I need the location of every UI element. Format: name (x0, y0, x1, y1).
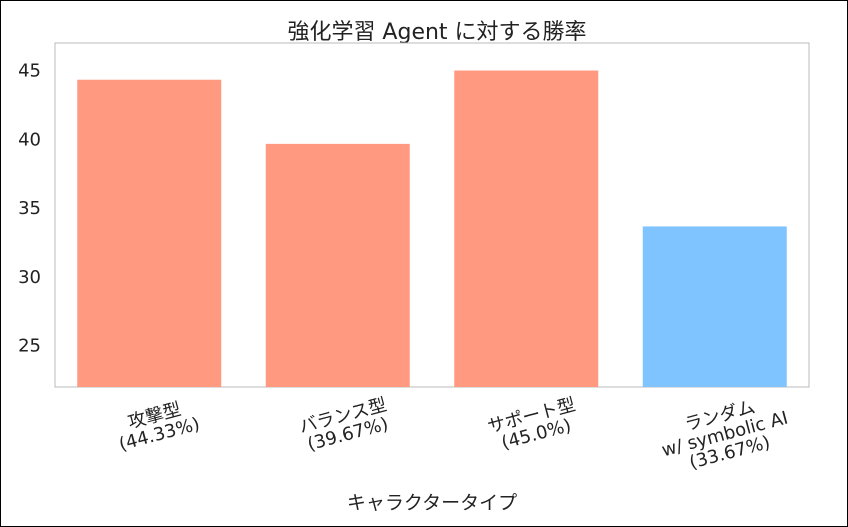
x-axis-label: キャラクタータイプ (347, 492, 517, 514)
y-axis-ticks: 25 30 35 40 45 (18, 61, 41, 357)
x-axis-ticks: 攻撃型(44.33%) バランス型(39.67%) サポート型(45.0%) ランダム… (117, 394, 791, 474)
y-tick-label: 45 (18, 61, 41, 82)
y-tick-label: 30 (18, 267, 41, 288)
y-tick-label: 35 (18, 198, 41, 219)
y-tick-label: 40 (18, 129, 41, 150)
bar (77, 79, 222, 387)
x-tick-label: 攻撃型(44.33%) (117, 399, 202, 455)
y-tick-label: 25 (18, 336, 41, 357)
x-tick-label: バランス型(39.67%) (297, 394, 391, 455)
chart-title: 強化学習 Agent に対する勝率 (287, 20, 586, 45)
x-tick-label: サポート型(45.0%) (485, 394, 577, 454)
bar (642, 226, 787, 387)
bar (454, 70, 599, 388)
plot-area (54, 42, 810, 388)
bar (265, 143, 410, 387)
bars-group (77, 70, 787, 388)
